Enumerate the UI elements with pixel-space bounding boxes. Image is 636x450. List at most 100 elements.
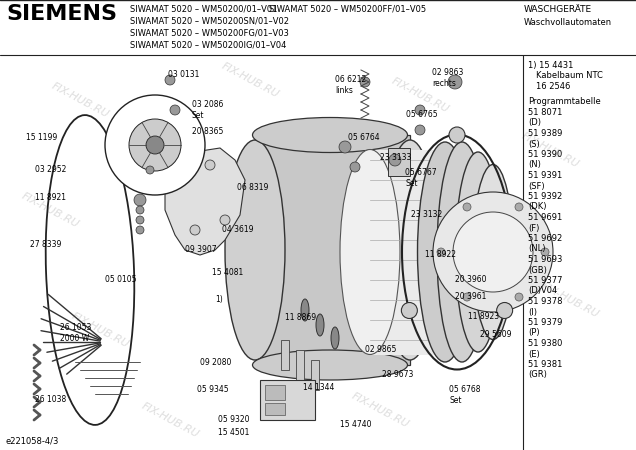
Text: 15 1199: 15 1199 xyxy=(26,133,57,142)
Text: 11 8869: 11 8869 xyxy=(285,313,316,322)
Text: FIX-HUB.RU: FIX-HUB.RU xyxy=(139,400,200,439)
Text: 05 6765: 05 6765 xyxy=(406,110,438,119)
Text: 09 2080: 09 2080 xyxy=(200,358,232,367)
Text: 14 1344: 14 1344 xyxy=(303,383,335,392)
Text: 51 9378: 51 9378 xyxy=(528,297,562,306)
Circle shape xyxy=(497,302,513,319)
Ellipse shape xyxy=(252,350,408,380)
Text: FIX-HUB.RU: FIX-HUB.RU xyxy=(420,291,480,329)
Circle shape xyxy=(136,216,144,224)
Text: FIX-HUB.RU: FIX-HUB.RU xyxy=(389,76,450,114)
Ellipse shape xyxy=(382,140,438,360)
Text: 03 2086
Set: 03 2086 Set xyxy=(192,100,223,120)
Ellipse shape xyxy=(331,327,339,349)
Text: 05 0105: 05 0105 xyxy=(105,275,137,284)
Text: 11 8922: 11 8922 xyxy=(425,250,456,259)
Text: Kabelbaum NTC: Kabelbaum NTC xyxy=(536,72,603,81)
Text: 51 8071: 51 8071 xyxy=(528,108,562,117)
Circle shape xyxy=(165,75,175,85)
Text: 05 6768
Set: 05 6768 Set xyxy=(449,385,481,405)
Circle shape xyxy=(136,226,144,234)
Text: 29 5609: 29 5609 xyxy=(480,330,511,339)
Text: (GB): (GB) xyxy=(528,266,547,274)
Text: 09 3907: 09 3907 xyxy=(185,245,217,254)
Text: FIX-HUB.RU: FIX-HUB.RU xyxy=(350,391,410,429)
Text: Programmtabelle: Programmtabelle xyxy=(528,98,601,107)
Text: (GR): (GR) xyxy=(528,370,547,379)
Circle shape xyxy=(339,141,351,153)
Text: 26 1053
2000 W: 26 1053 2000 W xyxy=(60,323,92,343)
Text: 51 9390: 51 9390 xyxy=(528,150,562,159)
Bar xyxy=(265,385,285,400)
Circle shape xyxy=(205,160,215,170)
Text: SIWAMAT 5020 – WM50200IG/01–V04: SIWAMAT 5020 – WM50200IG/01–V04 xyxy=(130,41,286,50)
PathPatch shape xyxy=(165,148,245,255)
Text: (I): (I) xyxy=(528,307,537,316)
Text: (NL): (NL) xyxy=(528,244,546,253)
Circle shape xyxy=(190,225,200,235)
Circle shape xyxy=(433,192,553,312)
Text: 11 8921: 11 8921 xyxy=(35,193,66,202)
Circle shape xyxy=(437,248,445,256)
Text: 20 3960: 20 3960 xyxy=(455,275,487,284)
Bar xyxy=(388,148,410,176)
Text: 05 9345: 05 9345 xyxy=(197,385,228,394)
Circle shape xyxy=(220,215,230,225)
Circle shape xyxy=(515,203,523,211)
Text: 51 9380: 51 9380 xyxy=(528,339,562,348)
Text: 02 9863
rechts: 02 9863 rechts xyxy=(432,68,464,88)
Circle shape xyxy=(515,293,523,301)
Ellipse shape xyxy=(252,117,408,153)
Ellipse shape xyxy=(225,140,285,360)
Text: 05 6764: 05 6764 xyxy=(348,133,380,142)
Text: 11 8923: 11 8923 xyxy=(468,312,499,321)
Text: 20 8365: 20 8365 xyxy=(192,127,223,136)
Text: 51 9381: 51 9381 xyxy=(528,360,562,369)
Text: 15 4081: 15 4081 xyxy=(212,268,243,277)
Text: 16 2546: 16 2546 xyxy=(536,82,570,91)
Ellipse shape xyxy=(340,149,400,355)
Text: SIWAMAT 5020 – WM50200FF/01–V05: SIWAMAT 5020 – WM50200FF/01–V05 xyxy=(270,5,427,14)
Bar xyxy=(370,150,450,355)
Circle shape xyxy=(453,212,533,292)
Circle shape xyxy=(136,206,144,214)
Circle shape xyxy=(146,166,154,174)
Text: 26 1038: 26 1038 xyxy=(35,395,66,404)
Text: 06 6212
links: 06 6212 links xyxy=(335,75,366,95)
Text: 51 9377: 51 9377 xyxy=(528,276,562,285)
Text: 51 9691: 51 9691 xyxy=(528,213,562,222)
Text: 15 4501: 15 4501 xyxy=(218,428,249,437)
Text: SIWAMAT 5020 – WM50200FG/01–V03: SIWAMAT 5020 – WM50200FG/01–V03 xyxy=(130,29,289,38)
Text: WASCHGERÄTE: WASCHGERÄTE xyxy=(524,5,592,14)
Text: (DK): (DK) xyxy=(528,202,546,211)
Text: 51 9379: 51 9379 xyxy=(528,318,562,327)
Circle shape xyxy=(463,293,471,301)
Text: 20 3961: 20 3961 xyxy=(455,292,487,301)
Bar xyxy=(296,350,304,380)
Circle shape xyxy=(170,105,180,115)
Text: e221058-4/3: e221058-4/3 xyxy=(5,437,59,446)
Text: FIX-HUB.RU: FIX-HUB.RU xyxy=(520,130,581,169)
Text: Waschvollautomaten: Waschvollautomaten xyxy=(524,18,612,27)
Text: 51 9693: 51 9693 xyxy=(528,255,562,264)
Text: FIX-HUB.RU: FIX-HUB.RU xyxy=(259,310,321,349)
Circle shape xyxy=(415,105,425,115)
Circle shape xyxy=(129,119,181,171)
Text: (E): (E) xyxy=(528,350,540,359)
Text: (S): (S) xyxy=(528,140,540,148)
Ellipse shape xyxy=(420,149,480,355)
Text: 04 3619: 04 3619 xyxy=(222,225,254,234)
Text: 28 9673: 28 9673 xyxy=(382,370,413,379)
Text: SIEMENS: SIEMENS xyxy=(6,4,117,24)
Ellipse shape xyxy=(473,165,513,339)
Text: (D)V04: (D)V04 xyxy=(528,287,557,296)
Text: 05 6767
Set: 05 6767 Set xyxy=(405,168,437,188)
Text: (D): (D) xyxy=(528,118,541,127)
Circle shape xyxy=(105,95,205,195)
Text: 23 3133: 23 3133 xyxy=(380,153,411,162)
Ellipse shape xyxy=(437,142,487,362)
Bar xyxy=(265,403,285,415)
Text: 51 9391: 51 9391 xyxy=(528,171,562,180)
Text: FIX-HUB.RU: FIX-HUB.RU xyxy=(219,61,280,99)
Text: 27 8339: 27 8339 xyxy=(30,240,62,249)
